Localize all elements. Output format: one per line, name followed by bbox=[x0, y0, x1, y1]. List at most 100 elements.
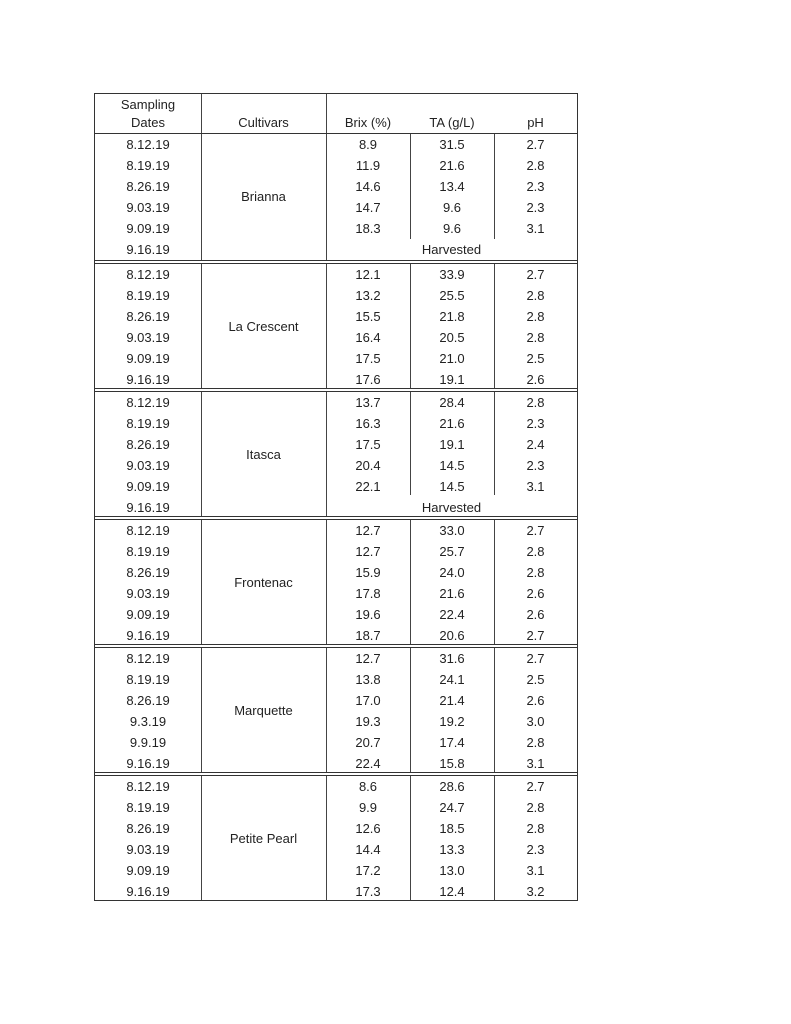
ta-value: 19.1 bbox=[439, 372, 465, 387]
divider bbox=[326, 648, 327, 772]
brix-value: 14.6 bbox=[355, 179, 381, 194]
sampling-date: 9.09.19 bbox=[126, 479, 170, 494]
ph-value: 2.5 bbox=[526, 351, 545, 366]
ta-value: 24.7 bbox=[439, 800, 465, 815]
ph-value: 2.3 bbox=[526, 458, 545, 473]
ph-value: 3.1 bbox=[526, 756, 545, 771]
ph-value: 2.3 bbox=[526, 179, 545, 194]
brix-value: 12.1 bbox=[355, 267, 381, 282]
ta-value: 13.0 bbox=[439, 863, 465, 878]
brix-value: 18.7 bbox=[355, 628, 381, 643]
divider bbox=[410, 648, 411, 772]
brix-value: 13.7 bbox=[355, 395, 381, 410]
ph-value: 2.7 bbox=[526, 267, 545, 282]
ta-value: 21.4 bbox=[439, 693, 465, 708]
divider bbox=[201, 776, 202, 900]
ph-value: 3.1 bbox=[526, 863, 545, 878]
ph-value: 2.6 bbox=[526, 607, 545, 622]
brix-value: 15.9 bbox=[355, 565, 381, 580]
brix-value: 14.4 bbox=[355, 842, 381, 857]
divider bbox=[326, 94, 327, 133]
cultivar-group: La Crescent 8.12.19 12.1 33.9 2.7 8.19.19 13.2… bbox=[95, 260, 577, 388]
ph-value: 2.7 bbox=[526, 628, 545, 643]
ph-value: 2.8 bbox=[526, 288, 545, 303]
ta-value: 9.6 bbox=[442, 221, 462, 236]
sampling-date: 9.9.19 bbox=[129, 735, 167, 750]
ta-value: 21.6 bbox=[439, 586, 465, 601]
sampling-date: 9.09.19 bbox=[126, 607, 170, 622]
divider bbox=[494, 520, 495, 644]
ph-value: 2.7 bbox=[526, 137, 545, 152]
ta-value: 19.2 bbox=[439, 714, 465, 729]
sampling-date: 9.3.19 bbox=[129, 714, 167, 729]
sampling-date: 9.03.19 bbox=[126, 458, 170, 473]
divider bbox=[494, 392, 495, 495]
sampling-date: 9.03.19 bbox=[126, 330, 170, 345]
ta-value: 14.5 bbox=[439, 479, 465, 494]
ph-value: 2.8 bbox=[526, 395, 545, 410]
brix-value: 12.7 bbox=[355, 651, 381, 666]
ph-value: 2.3 bbox=[526, 416, 545, 431]
ph-value: 2.6 bbox=[526, 372, 545, 387]
cultivar-name: Petite Pearl bbox=[229, 831, 298, 846]
ph-value: 2.8 bbox=[526, 800, 545, 815]
ph-value: 2.3 bbox=[526, 842, 545, 857]
sampling-date: 8.26.19 bbox=[126, 179, 170, 194]
divider bbox=[494, 264, 495, 388]
harvested-note: Harvested bbox=[421, 242, 482, 257]
sampling-date: 8.12.19 bbox=[126, 523, 170, 538]
sampling-date: 8.26.19 bbox=[126, 821, 170, 836]
divider bbox=[201, 392, 202, 516]
sampling-date: 8.19.19 bbox=[126, 288, 170, 303]
ph-value: 2.8 bbox=[526, 565, 545, 580]
brix-value: 13.2 bbox=[355, 288, 381, 303]
ta-value: 33.9 bbox=[439, 267, 465, 282]
divider bbox=[410, 392, 411, 495]
ta-value: 24.0 bbox=[439, 565, 465, 580]
brix-value: 20.7 bbox=[355, 735, 381, 750]
ta-value: 25.5 bbox=[439, 288, 465, 303]
sampling-date: 8.26.19 bbox=[126, 309, 170, 324]
ta-value: 28.4 bbox=[439, 395, 465, 410]
ph-value: 2.6 bbox=[526, 586, 545, 601]
sampling-date: 8.19.19 bbox=[126, 544, 170, 559]
header-cultivar: Cultivars bbox=[238, 115, 289, 130]
ph-value: 3.1 bbox=[526, 479, 545, 494]
table-header: Sampling Dates Cultivars Brix (%) TA (g/… bbox=[95, 94, 577, 134]
brix-value: 12.7 bbox=[355, 523, 381, 538]
header-date-line1: Sampling bbox=[120, 97, 176, 112]
brix-value: 17.6 bbox=[355, 372, 381, 387]
ta-value: 17.4 bbox=[439, 735, 465, 750]
ph-value: 3.1 bbox=[526, 221, 545, 236]
divider bbox=[201, 648, 202, 772]
divider bbox=[410, 264, 411, 388]
divider bbox=[201, 520, 202, 644]
ph-value: 2.7 bbox=[526, 779, 545, 794]
ta-value: 24.1 bbox=[439, 672, 465, 687]
sampling-date: 9.16.19 bbox=[126, 500, 170, 515]
brix-value: 19.3 bbox=[355, 714, 381, 729]
sampling-date: 8.26.19 bbox=[126, 437, 170, 452]
ta-value: 25.7 bbox=[439, 544, 465, 559]
sampling-date: 9.16.19 bbox=[126, 242, 170, 257]
ta-value: 31.6 bbox=[439, 651, 465, 666]
ph-value: 3.2 bbox=[526, 884, 545, 899]
sampling-date: 8.12.19 bbox=[126, 779, 170, 794]
sampling-date: 9.16.19 bbox=[126, 372, 170, 387]
brix-value: 9.9 bbox=[358, 800, 378, 815]
brix-value: 13.8 bbox=[355, 672, 381, 687]
brix-value: 16.4 bbox=[355, 330, 381, 345]
divider bbox=[494, 776, 495, 900]
ta-value: 28.6 bbox=[439, 779, 465, 794]
cultivar-name: Brianna bbox=[241, 189, 286, 204]
divider bbox=[494, 134, 495, 239]
divider bbox=[201, 264, 202, 388]
ta-value: 21.6 bbox=[439, 158, 465, 173]
ph-value: 2.7 bbox=[526, 651, 545, 666]
cultivar-name: Frontenac bbox=[234, 575, 293, 590]
divider bbox=[494, 648, 495, 772]
brix-value: 17.8 bbox=[355, 586, 381, 601]
sampling-date: 8.26.19 bbox=[126, 565, 170, 580]
divider bbox=[326, 392, 327, 516]
ta-value: 21.8 bbox=[439, 309, 465, 324]
